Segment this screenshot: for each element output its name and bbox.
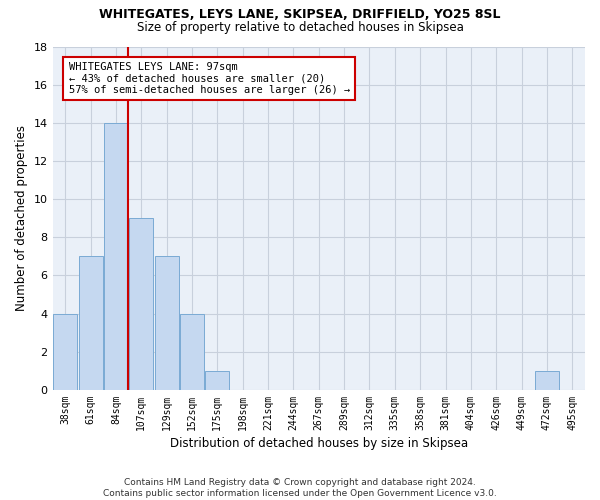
- Text: Size of property relative to detached houses in Skipsea: Size of property relative to detached ho…: [137, 21, 463, 34]
- Bar: [104, 123, 128, 390]
- Bar: [155, 256, 179, 390]
- Y-axis label: Number of detached properties: Number of detached properties: [15, 125, 28, 311]
- Bar: [205, 371, 229, 390]
- Text: WHITEGATES LEYS LANE: 97sqm
← 43% of detached houses are smaller (20)
57% of sem: WHITEGATES LEYS LANE: 97sqm ← 43% of det…: [68, 62, 350, 95]
- X-axis label: Distribution of detached houses by size in Skipsea: Distribution of detached houses by size …: [170, 437, 468, 450]
- Bar: [180, 314, 204, 390]
- Text: WHITEGATES, LEYS LANE, SKIPSEA, DRIFFIELD, YO25 8SL: WHITEGATES, LEYS LANE, SKIPSEA, DRIFFIEL…: [99, 8, 501, 20]
- Text: Contains HM Land Registry data © Crown copyright and database right 2024.
Contai: Contains HM Land Registry data © Crown c…: [103, 478, 497, 498]
- Bar: [79, 256, 103, 390]
- Bar: [129, 218, 154, 390]
- Bar: [535, 371, 559, 390]
- Bar: [53, 314, 77, 390]
